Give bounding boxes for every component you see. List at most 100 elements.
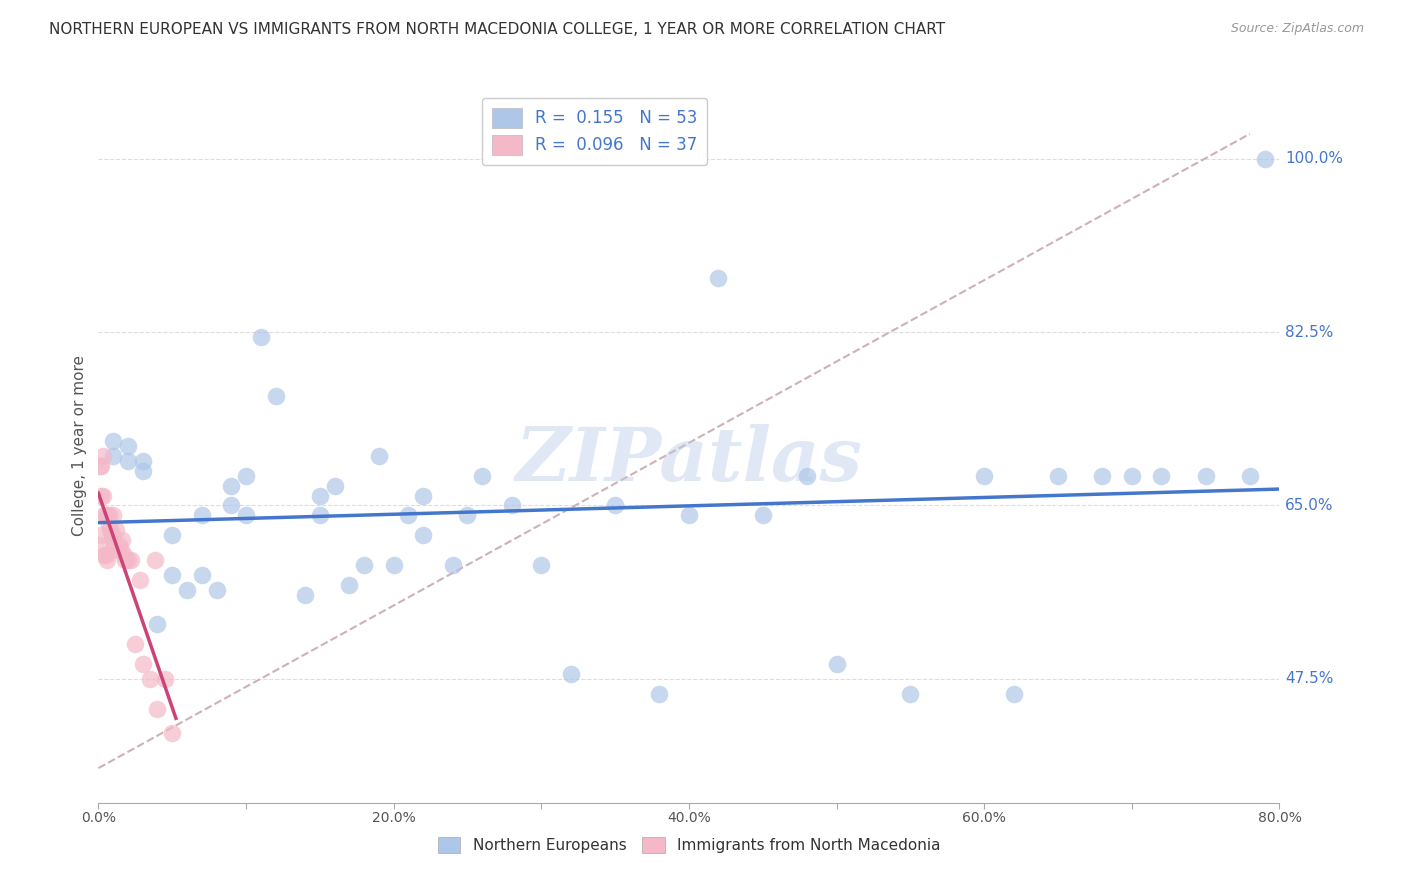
Point	[1150, 468, 1173, 483]
Point	[94, 548, 117, 562]
Point	[132, 454, 155, 468]
Point	[117, 553, 139, 567]
Point	[678, 508, 700, 523]
Point	[1254, 152, 1277, 166]
Point	[96, 508, 118, 523]
Point	[104, 538, 127, 552]
Point	[103, 508, 125, 523]
Point	[1046, 468, 1070, 483]
Point	[112, 548, 135, 562]
Text: 40.0%: 40.0%	[666, 811, 711, 825]
Point	[98, 523, 121, 537]
Point	[105, 523, 128, 537]
Point	[353, 558, 375, 572]
Point	[560, 667, 582, 681]
Point	[124, 637, 146, 651]
Point	[91, 449, 114, 463]
Point	[221, 499, 243, 513]
Text: 100.0%: 100.0%	[1285, 151, 1343, 166]
Point	[398, 508, 420, 523]
Point	[412, 489, 434, 503]
Point	[96, 553, 118, 567]
Point	[97, 518, 120, 533]
Point	[825, 657, 848, 671]
Point	[309, 508, 332, 523]
Point	[235, 468, 257, 483]
Point	[471, 468, 494, 483]
Point	[205, 582, 228, 597]
Point	[900, 687, 922, 701]
Point	[162, 726, 183, 740]
Point	[103, 533, 125, 548]
Point	[97, 508, 120, 523]
Point	[90, 528, 112, 542]
Point	[648, 687, 671, 701]
Point	[412, 528, 434, 542]
Point	[605, 499, 627, 513]
Point	[90, 458, 112, 473]
Text: 0.0%: 0.0%	[82, 811, 115, 825]
Point	[143, 553, 166, 567]
Point	[382, 558, 405, 572]
Point	[146, 701, 169, 715]
Point	[191, 508, 214, 523]
Point	[323, 478, 346, 492]
Text: 80.0%: 80.0%	[1257, 811, 1302, 825]
Point	[1002, 687, 1025, 701]
Point	[162, 567, 183, 582]
Point	[139, 672, 162, 686]
Point	[176, 582, 198, 597]
Text: 60.0%: 60.0%	[962, 811, 1007, 825]
Y-axis label: College, 1 year or more: College, 1 year or more	[72, 356, 87, 536]
Point	[1239, 468, 1261, 483]
Point	[1121, 468, 1143, 483]
Text: ZIPatlas: ZIPatlas	[516, 424, 862, 497]
Point	[457, 508, 479, 523]
Point	[162, 528, 183, 542]
Text: 82.5%: 82.5%	[1285, 325, 1334, 340]
Point	[146, 617, 169, 632]
Point	[89, 538, 111, 552]
Point	[91, 489, 114, 503]
Point	[530, 558, 553, 572]
Point	[93, 548, 115, 562]
Point	[294, 588, 316, 602]
Text: NORTHERN EUROPEAN VS IMMIGRANTS FROM NORTH MACEDONIA COLLEGE, 1 YEAR OR MORE COR: NORTHERN EUROPEAN VS IMMIGRANTS FROM NOR…	[49, 22, 945, 37]
Point	[100, 528, 122, 542]
Point	[796, 468, 818, 483]
Legend: R =  0.155   N = 53, R =  0.096   N = 37: R = 0.155 N = 53, R = 0.096 N = 37	[482, 97, 707, 165]
Point	[264, 389, 287, 403]
Point	[368, 449, 391, 463]
Point	[1091, 468, 1114, 483]
Point	[114, 553, 136, 567]
Point	[89, 458, 111, 473]
Point	[339, 578, 361, 592]
Point	[128, 573, 150, 587]
Text: Source: ZipAtlas.com: Source: ZipAtlas.com	[1230, 22, 1364, 36]
Point	[103, 434, 125, 448]
Point	[117, 454, 139, 468]
Point	[117, 439, 139, 453]
Point	[973, 468, 995, 483]
Point	[107, 543, 129, 558]
Text: 20.0%: 20.0%	[371, 811, 416, 825]
Point	[94, 508, 117, 523]
Point	[120, 553, 142, 567]
Point	[235, 508, 257, 523]
Point	[132, 464, 155, 478]
Text: 47.5%: 47.5%	[1285, 672, 1334, 687]
Point	[103, 449, 125, 463]
Point	[132, 657, 155, 671]
Text: 65.0%: 65.0%	[1285, 498, 1334, 513]
Point	[221, 478, 243, 492]
Point	[111, 533, 134, 548]
Point	[153, 672, 176, 686]
Point	[110, 543, 132, 558]
Point	[90, 489, 112, 503]
Point	[707, 270, 730, 285]
Point	[250, 330, 273, 344]
Point	[191, 567, 214, 582]
Point	[1195, 468, 1218, 483]
Point	[93, 508, 115, 523]
Point	[441, 558, 464, 572]
